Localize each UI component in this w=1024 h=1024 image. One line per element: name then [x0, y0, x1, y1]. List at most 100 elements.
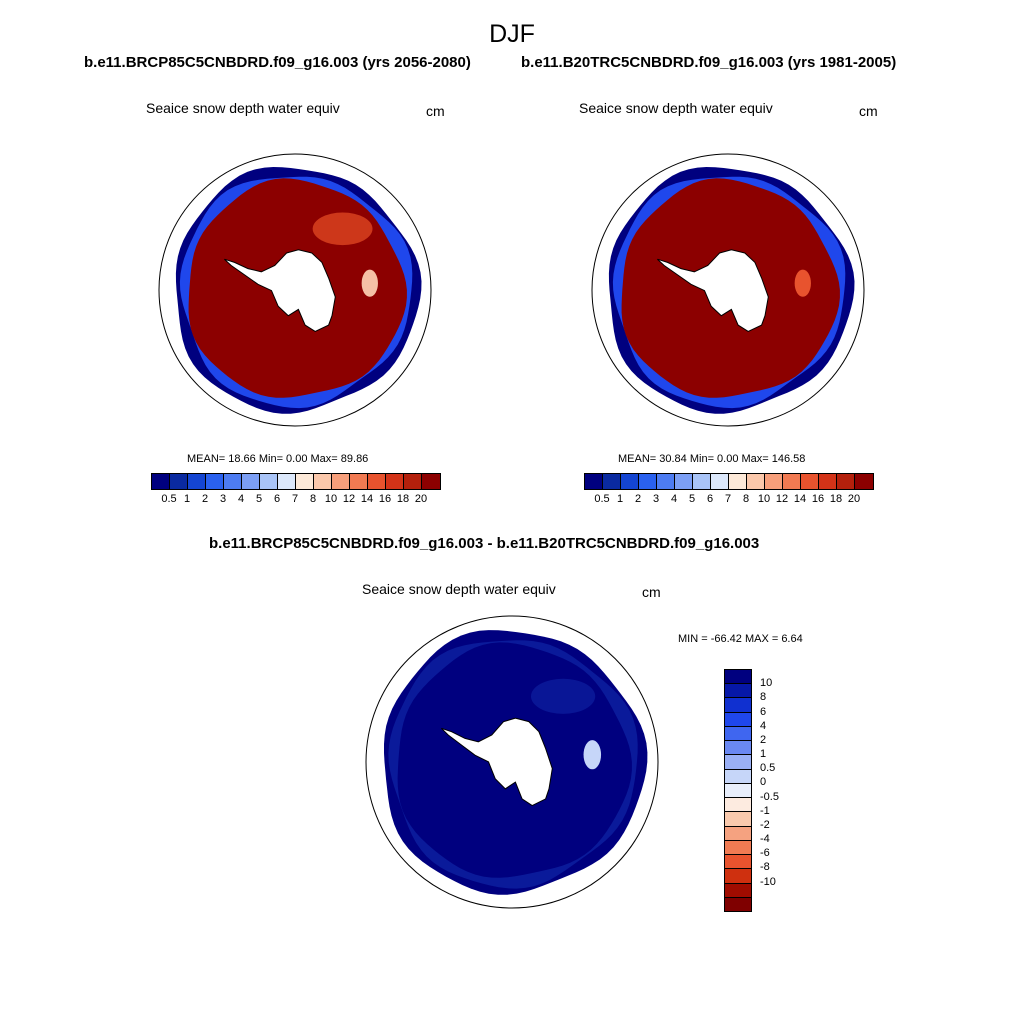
colorbar-tick-label: 4: [237, 493, 245, 505]
colorbar-swatch: [725, 755, 751, 770]
panel-caption-right: b.e11.B20TRC5CNBDRD.f09_g16.003 (yrs 198…: [521, 54, 897, 71]
colorbar-tick-label: 8: [760, 691, 767, 704]
colorbar-tick-label: 0.5: [594, 493, 610, 505]
colorbar-swatch: [386, 474, 404, 489]
antarctica-continent: [657, 249, 769, 332]
stats-diff: MIN = -66.42 MAX = 6.64: [678, 633, 803, 645]
colorbar-swatch: [837, 474, 855, 489]
colorbar-swatch: [152, 474, 170, 489]
colorbar-tick-label: 20: [414, 493, 428, 505]
colorbar-tick-label: -8: [760, 861, 770, 874]
colorbar-tick-label: -0.5: [760, 790, 779, 803]
colorbar-swatch: [725, 698, 751, 713]
colorbar-tick-label: 6: [273, 493, 281, 505]
stats-left: MEAN= 18.66 Min= 0.00 Max= 89.86: [187, 453, 369, 465]
units-label-left: cm: [426, 103, 445, 119]
sea-ice-anomaly-patch: [794, 269, 811, 297]
colorbar-tick-label: 7: [724, 493, 732, 505]
colorbar-swatch: [711, 474, 729, 489]
colorbar-tick-label: 20: [847, 493, 861, 505]
units-label-right: cm: [859, 103, 878, 119]
variable-label-diff: Seaice snow depth water equiv: [362, 581, 556, 597]
figure-title: DJF: [489, 20, 535, 48]
sea-ice-anomaly-patch: [583, 740, 602, 770]
colorbar-swatch: [314, 474, 332, 489]
colorbar-tick-label: 5: [688, 493, 696, 505]
colorbar-swatch: [783, 474, 801, 489]
colorbar-swatch: [725, 783, 751, 799]
units-label-diff: cm: [642, 584, 661, 600]
colorbar-swatch: [693, 474, 711, 489]
colorbar-swatch: [332, 474, 350, 489]
colorbar-swatch: [350, 474, 368, 489]
colorbar-tick-label: 10: [757, 493, 771, 505]
colorbar-swatch: [729, 474, 747, 489]
sea-ice-anomaly-patch: [361, 269, 378, 297]
colorbar-tick-label: 8: [309, 493, 317, 505]
colorbar-swatch: [639, 474, 657, 489]
colorbar-swatch: [675, 474, 693, 489]
colorbar-swatch: [585, 474, 603, 489]
colorbar-swatch: [819, 474, 837, 489]
colorbar-swatch: [725, 869, 751, 884]
colorbar-swatch: [747, 474, 765, 489]
colorbar-tick-label: -6: [760, 847, 770, 860]
colorbar-swatch: [725, 684, 751, 699]
antarctic-map-difference: [365, 615, 659, 909]
colorbar-tick-label: 16: [378, 493, 392, 505]
colorbar-right: [584, 473, 874, 490]
colorbar-swatch: [725, 670, 751, 685]
difference-caption: b.e11.BRCP85C5CNBDRD.f09_g16.003 - b.e11…: [209, 535, 760, 552]
colorbar-tick-label: 6: [706, 493, 714, 505]
colorbar-swatch: [242, 474, 260, 489]
stats-right: MEAN= 30.84 Min= 0.00 Max= 146.58: [618, 453, 806, 465]
antarctica-continent: [441, 717, 553, 807]
colorbar-swatch: [725, 812, 751, 827]
colorbar-swatch: [621, 474, 639, 489]
colorbar-tick-label: 0.5: [161, 493, 177, 505]
colorbar-swatch: [422, 474, 440, 489]
sea-ice-field-secondary: [530, 678, 596, 714]
colorbar-tick-label: 7: [291, 493, 299, 505]
colorbar-tick-label: 14: [793, 493, 807, 505]
colorbar-swatch: [170, 474, 188, 489]
colorbar-swatch: [725, 826, 751, 841]
colorbar-tick-label: 1: [760, 748, 767, 761]
colorbar-tick-label: 2: [634, 493, 642, 505]
colorbar-left: [151, 473, 441, 490]
colorbar-swatch: [725, 883, 751, 898]
antarctic-map-left: [158, 153, 432, 427]
colorbar-swatch: [368, 474, 386, 489]
colorbar-swatch: [725, 798, 751, 813]
colorbar-difference: [724, 669, 752, 912]
colorbar-tick-label: 10: [324, 493, 338, 505]
colorbar-swatch: [855, 474, 873, 489]
colorbar-swatch: [603, 474, 621, 489]
variable-label-right: Seaice snow depth water equiv: [579, 100, 773, 116]
colorbar-swatch: [725, 726, 751, 742]
antarctica-continent: [224, 249, 336, 332]
colorbar-swatch: [188, 474, 206, 489]
colorbar-tick-label: 2: [760, 733, 767, 746]
colorbar-tick-label: 12: [342, 493, 356, 505]
colorbar-swatch: [260, 474, 278, 489]
colorbar-tick-label: 3: [219, 493, 227, 505]
variable-label-left: Seaice snow depth water equiv: [146, 100, 340, 116]
sea-ice-field-secondary: [745, 212, 806, 246]
colorbar-swatch: [206, 474, 224, 489]
colorbar-swatch: [725, 897, 751, 911]
colorbar-tick-label: 12: [775, 493, 789, 505]
colorbar-swatch: [801, 474, 819, 489]
colorbar-swatch: [224, 474, 242, 489]
colorbar-tick-label: 10: [760, 677, 773, 690]
colorbar-swatch: [725, 741, 751, 756]
colorbar-tick-label: 18: [829, 493, 843, 505]
colorbar-swatch: [404, 474, 422, 489]
colorbar-swatch: [278, 474, 296, 489]
colorbar-tick-label: 8: [742, 493, 750, 505]
colorbar-swatch: [765, 474, 783, 489]
sea-ice-field-secondary: [312, 212, 373, 246]
colorbar-tick-label: 0: [760, 776, 767, 789]
colorbar-swatch: [725, 840, 751, 856]
colorbar-tick-label: 1: [616, 493, 624, 505]
